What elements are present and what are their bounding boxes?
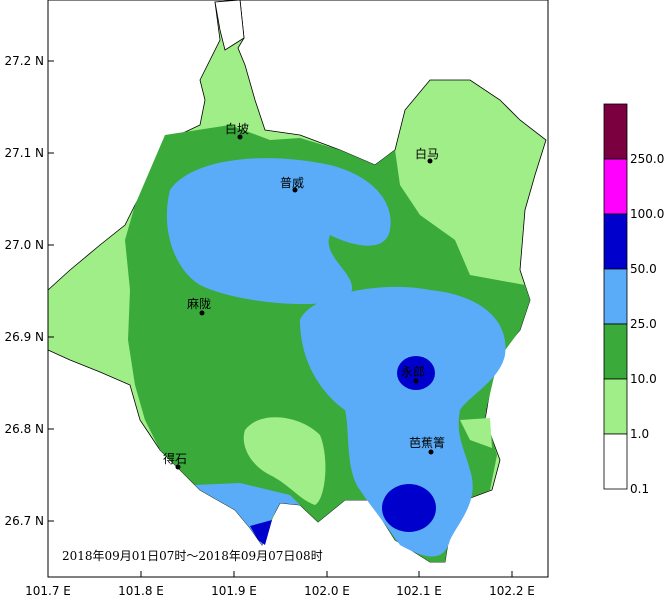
region-dark-blue xyxy=(250,520,272,545)
legend-swatch xyxy=(603,433,628,490)
place-name: 白马 xyxy=(415,146,439,161)
legend-swatch xyxy=(603,158,628,215)
y-tick-label: 27.2 N xyxy=(4,54,44,68)
place-name: 得石 xyxy=(163,451,187,466)
legend-label: 250.0 xyxy=(630,152,664,166)
region-light-green-inner xyxy=(243,417,326,505)
x-tick-label: 101.9 E xyxy=(211,584,257,598)
x-tick-label: 102.1 E xyxy=(396,584,442,598)
region-dark-blue xyxy=(397,356,435,390)
y-tick-label: 26.7 N xyxy=(4,514,44,528)
date-caption: 2018年09月01日07时～2018年09月07日08时 xyxy=(62,549,323,563)
place-dot xyxy=(427,158,433,164)
legend-swatch xyxy=(603,268,628,325)
legend-swatch xyxy=(603,103,628,160)
place-dot xyxy=(175,464,181,470)
legend-label: 50.0 xyxy=(630,262,657,276)
legend-label: 10.0 xyxy=(630,372,657,386)
legend-label: 25.0 xyxy=(630,317,657,331)
place-name: 普威 xyxy=(280,176,304,190)
region-blue xyxy=(195,483,300,545)
map-regions xyxy=(47,0,547,563)
legend-swatch xyxy=(603,323,628,380)
y-tick-label: 26.8 N xyxy=(4,422,44,436)
region-light-green-inner xyxy=(460,418,492,448)
y-tick-label: 27.1 N xyxy=(4,146,44,160)
legend-swatch xyxy=(603,213,628,270)
x-tick-label: 102.0 E xyxy=(304,584,350,598)
legend-swatch xyxy=(603,378,628,435)
x-tick-label: 101.7 E xyxy=(25,584,71,598)
legend-label: 100.0 xyxy=(630,207,664,221)
map-frame xyxy=(47,0,549,578)
y-tick-label: 27.0 N xyxy=(4,238,44,252)
place-name: 白坡 xyxy=(225,121,249,136)
x-tick-label: 102.2 E xyxy=(489,584,535,598)
place-dot xyxy=(292,187,298,193)
place-name: 麻陇 xyxy=(187,296,211,311)
legend-label: 0.1 xyxy=(630,482,649,496)
place-name: 芭蕉箐 xyxy=(409,436,445,450)
y-tick-label: 26.9 N xyxy=(4,330,44,344)
region-blue xyxy=(300,286,506,557)
place-name: 永郎 xyxy=(401,365,425,379)
place-dot xyxy=(428,449,434,455)
place-dot xyxy=(237,134,243,140)
region-dark-blue xyxy=(382,484,436,532)
x-tick-label: 101.8 E xyxy=(118,584,164,598)
place-dot xyxy=(199,310,205,316)
place-dot xyxy=(413,378,419,384)
region-blue xyxy=(166,158,391,305)
legend-label: 1.0 xyxy=(630,427,649,441)
